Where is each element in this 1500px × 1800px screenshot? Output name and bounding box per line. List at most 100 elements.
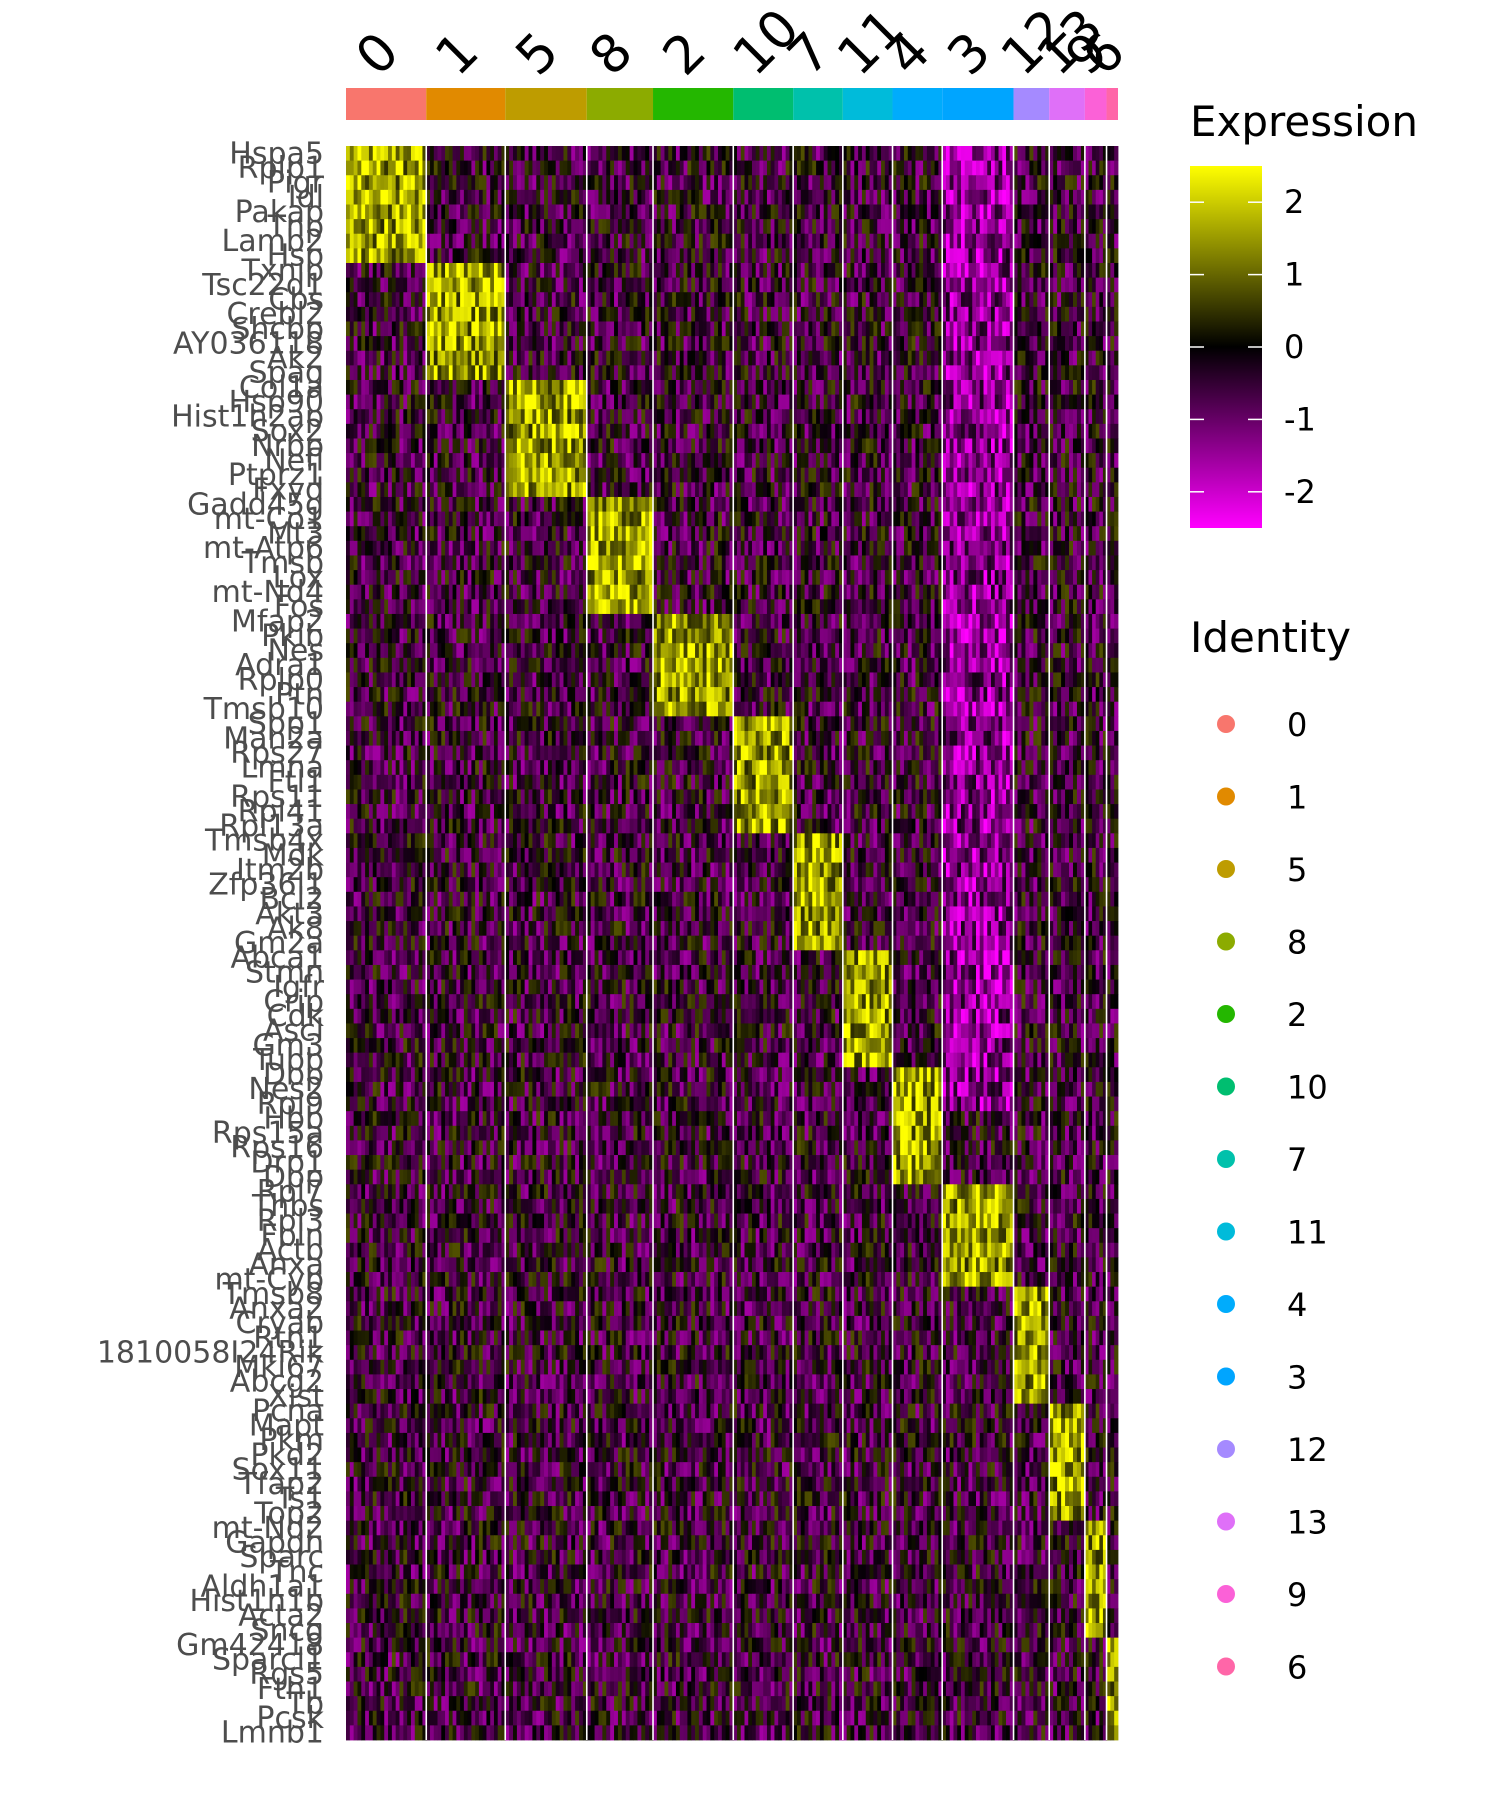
heatmap-cell [797, 380, 801, 395]
heatmap-cell [346, 497, 350, 512]
heatmap-cell [699, 146, 703, 161]
heatmap-cell [1077, 278, 1081, 293]
heatmap-cell [552, 424, 556, 439]
heatmap-cell [471, 468, 475, 483]
heatmap-cell [1029, 292, 1033, 307]
heatmap-cell [984, 468, 988, 483]
heatmap-cell [411, 234, 415, 249]
heatmap-cell [1018, 248, 1022, 263]
heatmap-cell [486, 380, 490, 395]
heatmap-cell [1099, 438, 1103, 453]
heatmap-cell [1110, 321, 1114, 336]
heatmap-cell [1002, 424, 1006, 439]
heatmap-cell [490, 278, 494, 293]
heatmap-cell [536, 292, 540, 307]
heatmap-cell [873, 263, 877, 278]
heatmap-cell [820, 365, 824, 380]
heatmap-cell [703, 438, 707, 453]
heatmap-cell [699, 321, 703, 336]
heatmap-cell [1006, 424, 1010, 439]
heatmap-cell [919, 395, 923, 410]
heatmap-cell [544, 380, 548, 395]
heatmap-cell [483, 365, 487, 380]
heatmap-cell [984, 380, 988, 395]
heatmap-cell [388, 365, 392, 380]
heatmap-cell [556, 497, 560, 512]
heatmap-cell [756, 205, 760, 220]
heatmap-cell [805, 161, 809, 176]
heatmap-cell [475, 438, 479, 453]
heatmap-cell [380, 321, 384, 336]
heatmap-cell [548, 336, 552, 351]
heatmap-cell [494, 175, 498, 190]
heatmap-cell [460, 278, 464, 293]
heatmap-cell [438, 453, 442, 468]
heatmap-cell [847, 190, 851, 205]
heatmap-cell [763, 234, 767, 249]
heatmap-cell [714, 424, 718, 439]
heatmap-cell [741, 336, 745, 351]
heatmap-cell [774, 307, 778, 322]
heatmap-cell [1110, 351, 1114, 366]
heatmap-cell [748, 175, 752, 190]
heatmap-cell [419, 219, 423, 234]
heatmap-cell [835, 453, 839, 468]
heatmap-cell [957, 468, 961, 483]
heatmap-cell [927, 321, 931, 336]
heatmap-cell [828, 438, 832, 453]
heatmap-cell [847, 336, 851, 351]
heatmap-cell [475, 497, 479, 512]
heatmap-cell [718, 292, 722, 307]
heatmap-cell [468, 234, 472, 249]
heatmap-cell [870, 263, 874, 278]
heatmap-cell [595, 424, 599, 439]
heatmap-cell [763, 278, 767, 293]
heatmap-cell [786, 307, 790, 322]
heatmap-cell [976, 205, 980, 220]
heatmap-cell [767, 482, 771, 497]
heatmap-cell [672, 161, 676, 176]
heatmap-cell [771, 365, 775, 380]
heatmap-cell [483, 321, 487, 336]
heatmap-cell [805, 395, 809, 410]
heatmap-cell [544, 219, 548, 234]
heatmap-cell [606, 307, 610, 322]
heatmap-cell [820, 292, 824, 307]
heatmap-cell [445, 453, 449, 468]
heatmap-cell [591, 482, 595, 497]
heatmap-cell [756, 248, 760, 263]
heatmap-cell [556, 205, 560, 220]
heatmap-cell [1077, 424, 1081, 439]
heatmap-cell [434, 248, 438, 263]
heatmap-cell [870, 336, 874, 351]
heatmap-cell [365, 248, 369, 263]
heatmap-cell [714, 321, 718, 336]
heatmap-cell [449, 424, 453, 439]
heatmap-cell [885, 307, 889, 322]
heatmap-cell [548, 453, 552, 468]
heatmap-cell [453, 351, 457, 366]
heatmap-cell [430, 438, 434, 453]
heatmap-cell [384, 321, 388, 336]
heatmap-cell [357, 438, 361, 453]
heatmap-cell [707, 263, 711, 278]
heatmap-cell [950, 278, 954, 293]
heatmap-cell [935, 351, 939, 366]
heatmap-cell [927, 351, 931, 366]
heatmap-cell [680, 161, 684, 176]
heatmap-cell [563, 263, 567, 278]
heatmap-cell [976, 263, 980, 278]
heatmap-cell [915, 482, 919, 497]
heatmap-cell [774, 278, 778, 293]
heatmap-cell [862, 248, 866, 263]
heatmap-cell [1069, 307, 1073, 322]
heatmap-cell [357, 424, 361, 439]
heatmap-cell [896, 205, 900, 220]
heatmap-cell [1077, 365, 1081, 380]
heatmap-cell [984, 219, 988, 234]
heatmap-cell [614, 438, 618, 453]
heatmap-cell [521, 365, 525, 380]
heatmap-cell [1021, 161, 1025, 176]
heatmap-cell [820, 482, 824, 497]
heatmap-cell [745, 438, 749, 453]
